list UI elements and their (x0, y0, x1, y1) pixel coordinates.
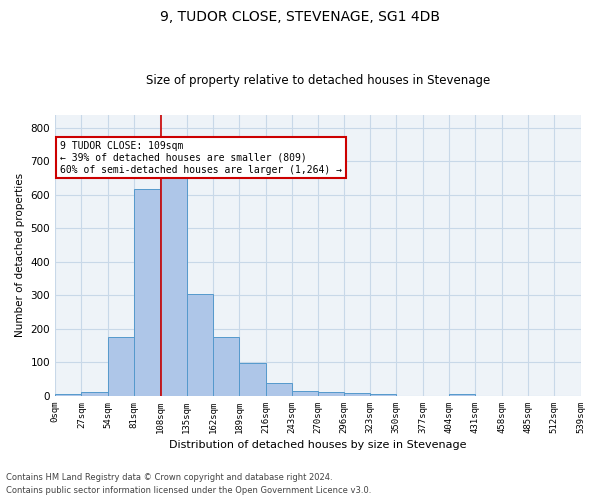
Bar (318, 392, 344, 396)
Bar (239, 364, 266, 396)
Bar (266, 382, 292, 396)
Text: 9, TUDOR CLOSE, STEVENAGE, SG1 4DB: 9, TUDOR CLOSE, STEVENAGE, SG1 4DB (160, 10, 440, 24)
Bar (134, 189, 160, 396)
Bar (107, 338, 134, 396)
X-axis label: Distribution of detached houses by size in Stevenage: Distribution of detached houses by size … (169, 440, 467, 450)
Bar (370, 394, 396, 396)
Bar (449, 394, 475, 396)
Bar (292, 391, 318, 396)
Title: Size of property relative to detached houses in Stevenage: Size of property relative to detached ho… (146, 74, 490, 87)
Bar (82, 392, 107, 396)
Bar (213, 338, 239, 396)
Bar (160, 176, 187, 396)
Bar (187, 294, 213, 396)
Text: Contains HM Land Registry data © Crown copyright and database right 2024.
Contai: Contains HM Land Registry data © Crown c… (6, 474, 371, 495)
Y-axis label: Number of detached properties: Number of detached properties (15, 173, 25, 338)
Bar (344, 392, 370, 396)
Text: 9 TUDOR CLOSE: 109sqm
← 39% of detached houses are smaller (809)
60% of semi-det: 9 TUDOR CLOSE: 109sqm ← 39% of detached … (60, 142, 342, 174)
Bar (55, 394, 82, 396)
